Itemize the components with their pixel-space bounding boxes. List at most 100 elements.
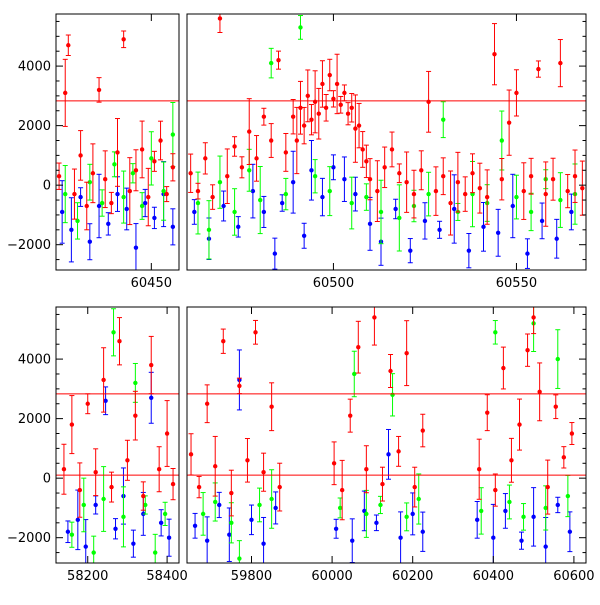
data-point <box>78 153 83 158</box>
data-point <box>580 185 585 191</box>
data-point <box>555 356 560 362</box>
data-point <box>364 194 369 200</box>
x-tick-label: 60450 <box>131 276 172 291</box>
data-point <box>63 191 68 197</box>
data-point <box>327 72 332 78</box>
data-point <box>247 129 252 134</box>
data-point <box>221 203 226 209</box>
data-point <box>229 520 234 526</box>
data-point <box>200 511 206 517</box>
data-point <box>398 535 403 540</box>
data-point <box>103 177 108 182</box>
data-point <box>298 25 303 30</box>
data-point <box>258 197 263 203</box>
data-point <box>433 188 439 194</box>
data-point <box>213 499 218 505</box>
data-point <box>349 105 354 110</box>
panel-2: −2000 0 2000 4000 58200 58400 59800 60000 60200 6… <box>7 306 595 584</box>
data-point <box>420 428 425 433</box>
data-point <box>499 177 505 182</box>
data-point <box>237 556 242 561</box>
data-point <box>356 123 362 128</box>
data-point <box>476 467 482 472</box>
data-point <box>558 197 563 203</box>
data-point <box>543 505 548 511</box>
axes-frame-left <box>55 13 180 271</box>
data-point <box>411 191 417 197</box>
data-point <box>66 43 71 48</box>
data-point <box>121 514 126 520</box>
data-point <box>441 117 446 122</box>
data-point <box>426 191 431 197</box>
data-point <box>63 90 68 96</box>
data-point <box>558 60 563 66</box>
data-point <box>156 467 162 472</box>
data-point <box>142 200 148 206</box>
data-point <box>93 470 98 475</box>
data-point <box>412 484 417 490</box>
data-point <box>162 511 168 517</box>
data-point <box>87 179 93 185</box>
data-point <box>509 458 514 463</box>
data-point <box>353 126 358 131</box>
y-tick-label: 0 <box>43 472 51 487</box>
data-point <box>345 111 351 116</box>
data-point <box>277 484 282 490</box>
axes-frame-left <box>55 306 180 564</box>
data-point <box>203 156 208 161</box>
data-point <box>455 179 461 185</box>
data-point <box>164 431 170 436</box>
data-point <box>491 535 496 540</box>
data-point <box>349 200 354 206</box>
data-point <box>426 99 431 105</box>
data-point <box>316 111 321 116</box>
plot-area <box>56 14 586 270</box>
data-point <box>342 90 347 96</box>
data-point <box>121 37 126 42</box>
data-point <box>525 251 530 256</box>
data-point <box>360 147 365 152</box>
data-point <box>249 517 254 523</box>
data-point <box>404 179 409 185</box>
data-point <box>131 541 136 546</box>
data-point <box>422 218 428 224</box>
data-point <box>342 177 347 182</box>
data-point <box>301 123 307 128</box>
data-point <box>555 502 560 508</box>
data-point <box>339 487 345 493</box>
data-point <box>320 194 325 200</box>
data-point <box>253 330 258 335</box>
data-point <box>495 230 501 235</box>
data-point <box>188 452 194 457</box>
data-point <box>143 502 148 508</box>
data-point <box>452 206 457 212</box>
series-green <box>69 307 571 563</box>
x-tick-label: 60200 <box>392 569 433 584</box>
data-point <box>386 452 391 457</box>
data-point <box>565 493 571 499</box>
data-point <box>484 194 490 200</box>
axes-frame-right <box>186 306 587 564</box>
data-point <box>334 81 340 87</box>
data-point <box>133 380 138 386</box>
data-point <box>75 517 81 523</box>
data-point <box>294 138 300 143</box>
data-point <box>192 209 197 215</box>
data-point <box>569 431 575 436</box>
data-point <box>93 502 98 508</box>
data-point <box>188 171 193 176</box>
data-point <box>72 191 77 197</box>
data-point <box>393 206 398 212</box>
data-point <box>87 239 93 244</box>
data-point <box>353 191 358 197</box>
data-point <box>59 209 65 215</box>
data-point <box>537 389 542 395</box>
data-point <box>519 538 524 543</box>
data-point <box>410 511 415 517</box>
data-point <box>269 496 274 502</box>
data-point <box>466 248 472 253</box>
data-point <box>290 114 296 119</box>
data-point <box>250 188 256 194</box>
data-point <box>338 102 343 107</box>
y-tick-label: −2000 <box>7 238 51 253</box>
